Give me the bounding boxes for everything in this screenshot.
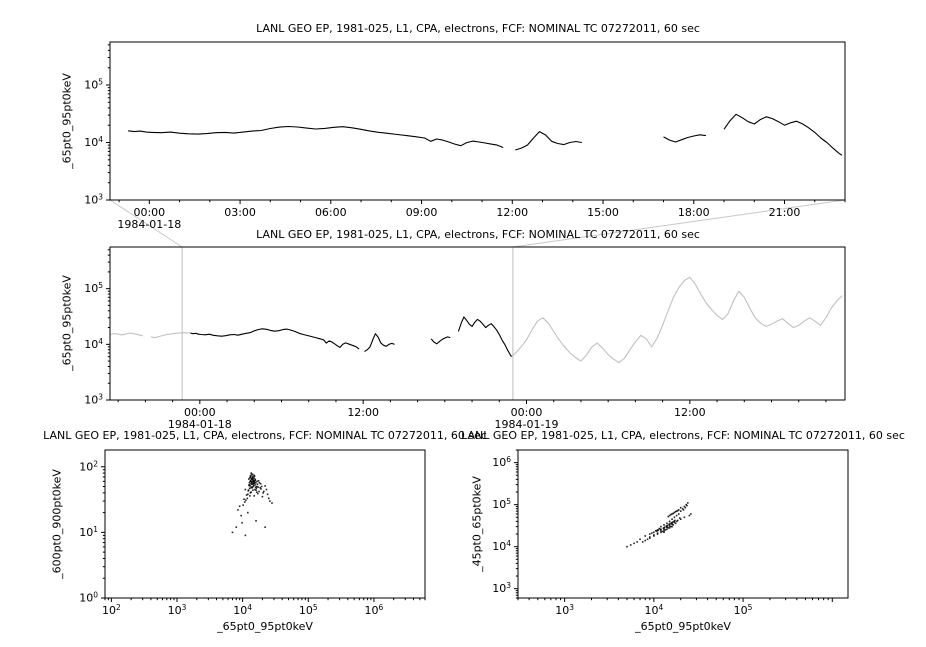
top-panel-ylabel: _65pt0_95pt0keV	[60, 73, 74, 169]
svg-text:105: 105	[734, 603, 753, 617]
svg-text:09:00: 09:00	[406, 206, 438, 219]
context-timeseries-panel[interactable]: 103 104 105 00:00 12:00 00:00 12:00 1984-01-18 1…	[84, 246, 846, 431]
scatter-left-xlabel: _65pt0_95pt0keV	[217, 620, 313, 633]
scatter-45-65-panel[interactable]: 103 104 105 106 103 104 105	[492, 449, 849, 617]
svg-text:1984-01-18: 1984-01-18	[117, 218, 181, 231]
svg-text:15:00: 15:00	[587, 206, 619, 219]
context-panel-title: LANL GEO EP, 1981-025, L1, CPA, electron…	[256, 228, 700, 241]
svg-text:103: 103	[492, 581, 511, 595]
svg-text:1984-01-19: 1984-01-19	[495, 418, 559, 431]
svg-text:105: 105	[84, 78, 103, 92]
scatter-left-ylabel: _600pt0_900pt0keV	[50, 469, 64, 579]
scatter-45-65-frame	[517, 449, 849, 599]
svg-text:12:00: 12:00	[347, 406, 379, 419]
context-connectors	[109, 199, 846, 248]
svg-text:105: 105	[84, 281, 103, 295]
svg-text:1984-01-18: 1984-01-18	[168, 418, 232, 431]
svg-text:103: 103	[84, 193, 103, 207]
svg-text:104: 104	[84, 135, 103, 149]
scatter-600-900-axes: 100 101 102 102 103 104 105 106	[79, 459, 426, 617]
svg-text:105: 105	[492, 497, 511, 511]
svg-text:104: 104	[84, 337, 103, 351]
svg-text:21:00: 21:00	[769, 206, 801, 219]
scatter-right-ylabel: _45pt0_65pt0keV	[470, 476, 484, 572]
svg-text:103: 103	[555, 603, 574, 617]
svg-text:102: 102	[102, 603, 121, 617]
svg-text:104: 104	[644, 603, 663, 617]
svg-text:00:00: 00:00	[511, 406, 543, 419]
scatter-right-title: LANL GEO EP, 1981-025, L1, CPA, electron…	[461, 429, 905, 442]
svg-text:103: 103	[84, 393, 103, 407]
svg-text:12:00: 12:00	[496, 206, 528, 219]
svg-text:18:00: 18:00	[678, 206, 710, 219]
scatter-right-xlabel: _65pt0_95pt0keV	[635, 620, 731, 633]
svg-text:104: 104	[233, 603, 252, 617]
scatter-600-900-frame	[104, 449, 426, 599]
svg-text:104: 104	[492, 539, 511, 553]
svg-text:106: 106	[365, 603, 384, 617]
scatter-left-title: LANL GEO EP, 1981-025, L1, CPA, electron…	[43, 429, 487, 442]
top-panel-title: LANL GEO EP, 1981-025, L1, CPA, electron…	[256, 22, 700, 35]
scatter-600-900-panel[interactable]: 100 101 102 102 103 104 105 106	[79, 449, 426, 617]
svg-text:102: 102	[79, 459, 98, 473]
svg-text:105: 105	[299, 603, 318, 617]
context-timeseries-axes: 103 104 105 00:00 12:00 00:00 12:00 1984-01-18 1…	[84, 249, 827, 431]
top-timeseries-frame	[109, 41, 846, 201]
svg-text:12:00: 12:00	[674, 406, 706, 419]
top-timeseries-axes: 103 104 105 00:00 03:00 06:00 09:00 12:00 15:00 1…	[84, 44, 846, 231]
svg-text:00:00: 00:00	[133, 206, 165, 219]
scatter-left-plot-area[interactable]	[105, 450, 425, 598]
context-panel-ylabel: _65pt0_95pt0keV	[60, 275, 74, 371]
scatter-45-65-axes: 103 104 105 106 103 104 105	[492, 449, 833, 617]
top-timeseries-panel[interactable]: 103 104 105 00:00 03:00 06:00 09:00 12:00 15:00 1…	[84, 41, 846, 231]
svg-text:06:00: 06:00	[315, 206, 347, 219]
svg-text:103: 103	[168, 603, 187, 617]
context-box[interactable]	[182, 247, 513, 400]
svg-text:101: 101	[79, 525, 98, 539]
svg-text:00:00: 00:00	[184, 406, 216, 419]
svg-text:100: 100	[79, 591, 98, 605]
context-timeseries-frame	[109, 246, 846, 401]
svg-text:106: 106	[492, 455, 511, 469]
svg-text:03:00: 03:00	[224, 206, 256, 219]
top-panel-plot-area[interactable]	[110, 42, 845, 200]
scatter-right-plot-area[interactable]	[518, 450, 848, 598]
